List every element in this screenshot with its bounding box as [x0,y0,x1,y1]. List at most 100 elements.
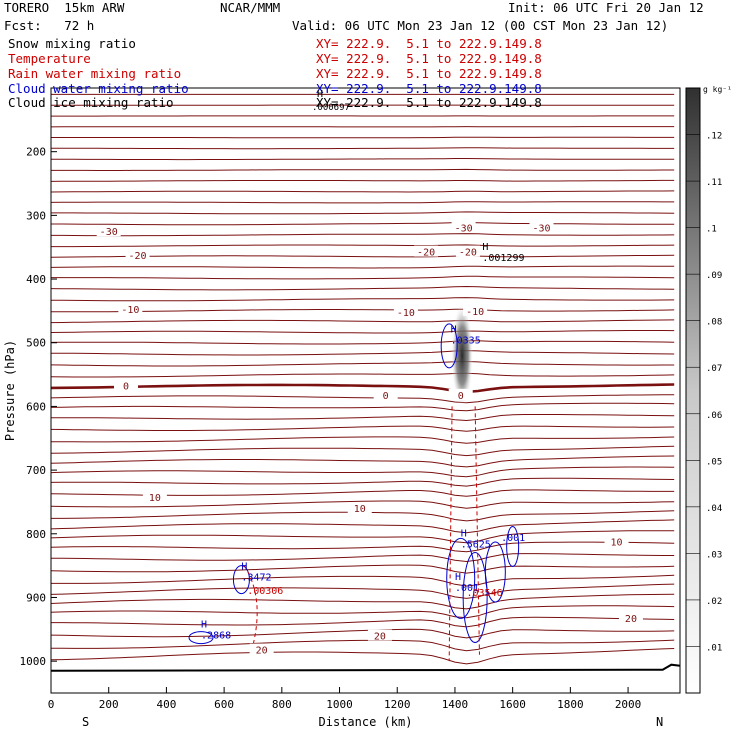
temperature-contour [51,275,675,280]
field-cloudice-xy: XY= 222.9. 5.1 to 222.9.149.8 [316,95,542,110]
temperature-contour [51,136,675,139]
temperature-contour [50,402,675,412]
extremum-h-label: H [482,242,488,253]
temperature-label-bg [347,502,372,514]
temperature-contour [50,530,675,544]
axes: 0 200 400 600 800 1000 1200 1400 1600 1800 2000200… [3,87,681,729]
x-end-label-north: N [656,715,663,729]
temperature-contour [50,158,675,161]
y-tick-label: 1000 [20,655,47,668]
cloud-water-contour [446,537,476,619]
field-snow-xy: XY= 222.9. 5.1 to 222.9.149.8 [316,36,542,51]
terrain-line [50,663,681,672]
field-temp-xy: XY= 222.9. 5.1 to 222.9.149.8 [316,51,542,66]
field-rain-xy: XY= 222.9. 5.1 to 222.9.149.8 [316,66,542,81]
x-tick-label: 1000 [326,698,353,711]
temperature-label: -10 [397,308,415,319]
extremum-h-label: H [461,529,467,540]
cloud-water-contour [188,631,214,645]
colorbar-tick-label: .07 [706,364,722,374]
temperature-label-bg [367,629,392,641]
temperature-label: 0 [123,381,129,392]
colorbar-tick-label: .03 [706,550,722,560]
temperature-label-bg [373,388,398,400]
extremum-value: .001299 [482,253,524,264]
temperature-label-bg [451,221,476,233]
cloud-ice-shade [451,302,474,409]
temperature-label: 20 [625,614,637,625]
temperature-contour [50,477,675,487]
temperature-label: -30 [455,223,473,234]
temperature-contour [51,211,675,215]
cloud-ice-shading [451,302,474,409]
temperature-contour [51,414,675,422]
extremum-value: .001 [501,533,525,544]
colorbar-tick-label: .11 [706,178,722,188]
extremum-value: .3472 [241,573,271,584]
extremum-value: .001 [455,583,479,594]
forecast-hour: Fcst: 72 h [4,18,95,33]
extremum-value: .2868 [201,631,231,642]
cloud-water-contour [440,323,458,369]
rain-water-contour [448,406,480,662]
colorbar-tick-label: .04 [706,504,722,514]
temperature-contour [50,541,675,553]
extremum-value: .5625 [461,540,491,551]
temperature-contour [51,350,675,356]
x-end-label-south: S [82,715,89,729]
temperature-contour [50,190,675,193]
temperature-contour [51,574,675,587]
center-label: NCAR/MMM [220,0,281,15]
temperature-contour [50,445,675,457]
temperature-contour [50,383,675,394]
temperature-contour [50,254,675,258]
temperature-label-bg [249,643,274,655]
temperature-label: -10 [466,307,484,318]
y-tick-label: 800 [26,528,46,541]
temperature-label-bg [142,490,167,502]
temperature-contour [50,340,675,345]
temperature-contour [50,201,675,204]
overlap-h-label: H [317,89,324,100]
temperature-contour [50,553,675,563]
y-tick-label: 700 [26,464,46,477]
temperature-label: 20 [374,632,386,643]
colorbar-unit: g kg⁻¹ [703,85,732,94]
chart-marks: -30 -30 -30 -20 -20 -20 -10 -10 -10 0 0 0 10 10 10 20 20… [96,221,643,657]
temperature-label-bg [114,379,139,391]
temperature-label: -20 [417,248,435,259]
colorbar-tick-label: .08 [706,318,722,328]
x-tick-label: 1400 [442,698,469,711]
temperature-contour [50,648,675,665]
temperature-contour [50,319,675,324]
cloud-water-contour [462,551,488,643]
extremum-value: .00306 [247,586,283,597]
rain-water-contour [243,565,258,646]
extremum-h-label: H [201,620,207,631]
temperature-contour [50,425,675,432]
colorbar-tick-label: .06 [706,411,722,421]
field-cloudwater-xy: XY= 222.9. 5.1 to 222.9.149.8 [316,81,542,96]
temperature-contour [50,519,675,534]
valid-time: Valid: 06 UTC Mon 23 Jan 12 (00 CST Mon … [292,18,669,33]
model-title: TORERO 15km ARW [4,0,125,15]
temperature-label: -20 [129,251,147,262]
temperature-contour [51,221,675,226]
temperature-contour [51,168,675,171]
x-tick-label: 2000 [615,698,642,711]
field-snow-name: Snow mixing ratio [8,36,136,51]
colorbar-tick-label: .01 [706,643,722,653]
temperature-label-bg [414,245,439,257]
temperature-contour [50,593,675,610]
field-cloudice-name: Cloud ice mixing ratio [8,95,174,110]
temperature-label: 10 [610,537,622,548]
field-cloudwater-name: Cloud water mixing ratio [8,81,189,96]
temperature-contour [50,583,675,599]
temperature-contour [50,372,675,378]
temperature-label: 20 [256,646,268,657]
temperature-label: 0 [383,391,389,402]
x-tick-label: 1800 [557,698,584,711]
temperature-contours [50,93,675,665]
temperature-label: -10 [121,305,139,316]
